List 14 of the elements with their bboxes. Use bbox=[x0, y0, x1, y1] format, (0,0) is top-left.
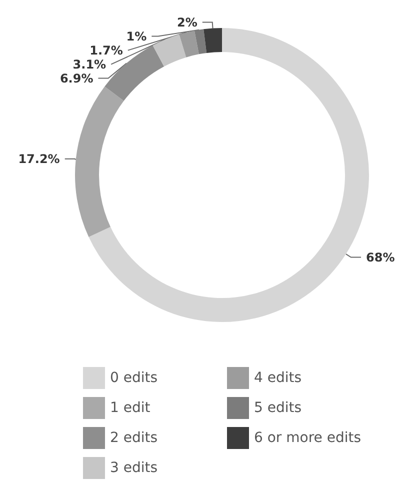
data-label: 1.7% bbox=[90, 43, 123, 58]
data-label: 1% bbox=[126, 29, 147, 44]
legend-label: 6 or more edits bbox=[254, 430, 362, 446]
data-label: 6.9% bbox=[60, 71, 94, 86]
legend-label: 2 edits bbox=[110, 430, 158, 446]
legend-label: 4 edits bbox=[254, 370, 302, 386]
legend-label: 3 edits bbox=[110, 460, 158, 476]
legend-label: 0 edits bbox=[110, 370, 158, 386]
legend-label: 1 edit bbox=[110, 400, 151, 416]
data-label: 68% bbox=[366, 250, 395, 264]
legend-label: 5 edits bbox=[254, 400, 302, 416]
data-label: 17.2% bbox=[18, 152, 60, 166]
data-label: 2% bbox=[177, 15, 198, 30]
data-label: 3.1% bbox=[72, 57, 106, 72]
